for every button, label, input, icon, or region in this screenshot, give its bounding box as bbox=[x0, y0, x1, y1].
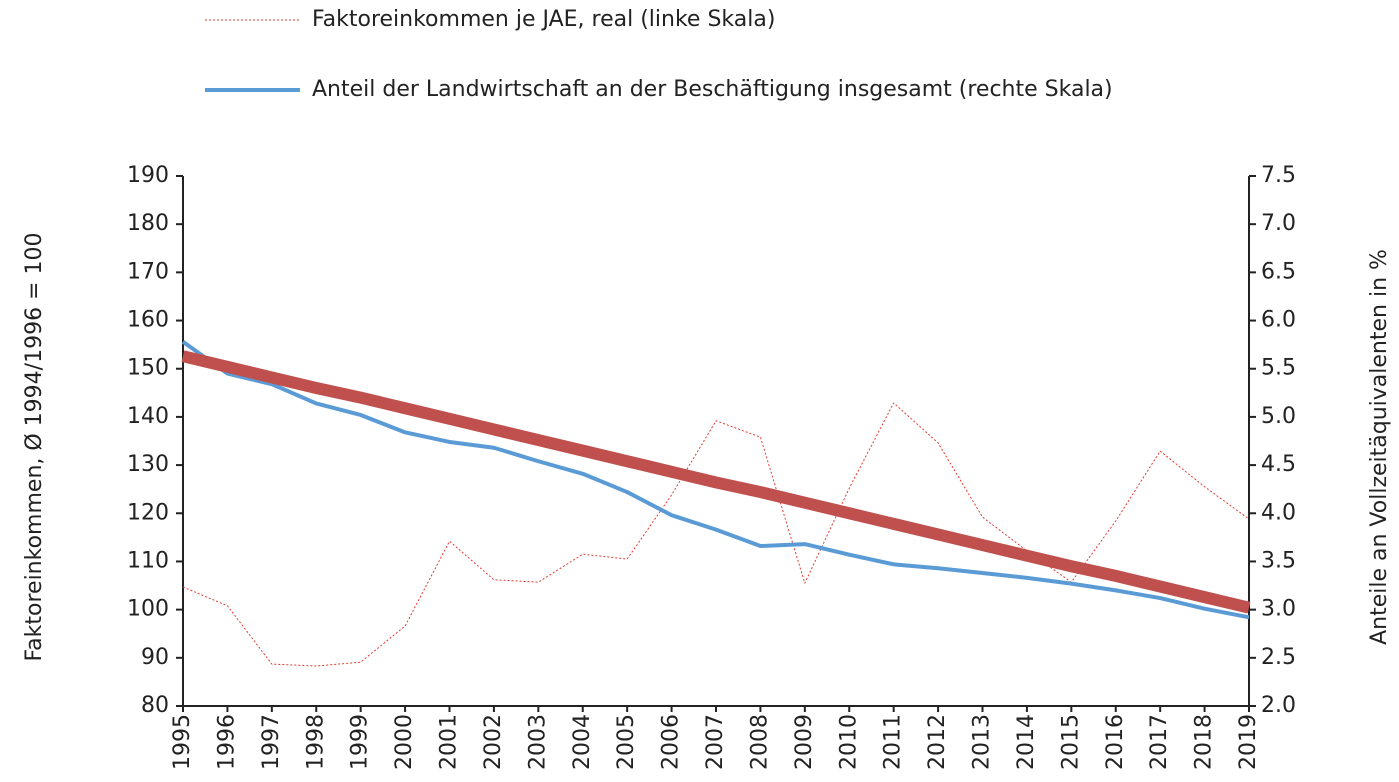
y2-tick-label: 2.5 bbox=[1261, 645, 1296, 670]
y2-tick-label: 3.0 bbox=[1261, 597, 1296, 622]
x-tick-label: 2018 bbox=[1192, 714, 1217, 770]
y-tick-label: 100 bbox=[127, 597, 169, 622]
y2-tick-label: 4.5 bbox=[1261, 452, 1296, 477]
y-tick-label: 80 bbox=[141, 693, 169, 718]
x-tick-label: 2013 bbox=[970, 714, 995, 770]
x-tick-label: 1996 bbox=[214, 714, 239, 770]
y-axis-label: Faktoreinkommen, Ø 1994/1996 = 100 bbox=[22, 233, 47, 662]
x-tick-label: 2008 bbox=[747, 714, 772, 770]
x-tick-label: 2000 bbox=[392, 714, 417, 770]
x-tick-label: 2002 bbox=[481, 714, 506, 770]
x-tick-label: 2017 bbox=[1147, 714, 1172, 770]
x-tick-label: 2007 bbox=[703, 714, 728, 770]
y2-tick-label: 7.0 bbox=[1261, 211, 1296, 236]
x-tick-label: 2010 bbox=[836, 714, 861, 770]
x-tick-label: 2015 bbox=[1058, 714, 1083, 770]
x-tick-label: 2012 bbox=[925, 714, 950, 770]
x-tick-label: 1995 bbox=[170, 714, 195, 770]
y2-axis-label: Anteile an Vollzeitäquivalenten in % bbox=[1367, 249, 1392, 645]
y2-tick-label: 6.0 bbox=[1261, 308, 1296, 333]
y-tick-label: 160 bbox=[127, 308, 169, 333]
y2-tick-label: 6.5 bbox=[1261, 259, 1296, 284]
y2-tick-label: 4.0 bbox=[1261, 500, 1296, 525]
y-tick-label: 90 bbox=[141, 645, 169, 670]
y2-tick-label: 3.5 bbox=[1261, 548, 1296, 573]
y-tick-label: 130 bbox=[127, 452, 169, 477]
x-tick-label: 1997 bbox=[259, 714, 284, 770]
x-tick-label: 1999 bbox=[348, 714, 373, 770]
y-tick-label: 190 bbox=[127, 163, 169, 188]
y-tick-label: 150 bbox=[127, 356, 169, 381]
x-tick-label: 2016 bbox=[1103, 714, 1128, 770]
x-tick-label: 2003 bbox=[525, 714, 550, 770]
x-tick-label: 2011 bbox=[881, 714, 906, 770]
x-tick-label: 2005 bbox=[614, 714, 639, 770]
series-line bbox=[181, 350, 1251, 614]
y-tick-label: 170 bbox=[127, 259, 169, 284]
x-tick-label: 2009 bbox=[792, 714, 817, 770]
x-tick-label: 2006 bbox=[659, 714, 684, 770]
x-tick-label: 2019 bbox=[1236, 714, 1261, 770]
series-line bbox=[181, 340, 1250, 620]
legend-label: Anteil der Landwirtschaft an der Beschäf… bbox=[312, 77, 1113, 102]
y2-tick-label: 2.0 bbox=[1261, 693, 1296, 718]
x-tick-label: 2004 bbox=[570, 714, 595, 770]
legend-label: Faktoreinkommen je JAE, real (linke Skal… bbox=[312, 7, 775, 32]
series-line bbox=[182, 402, 1250, 667]
x-tick-label: 2014 bbox=[1014, 714, 1039, 770]
y-tick-label: 120 bbox=[127, 500, 169, 525]
x-tick-label: 1998 bbox=[303, 714, 328, 770]
y-tick-label: 140 bbox=[127, 404, 169, 429]
y2-tick-label: 7.5 bbox=[1261, 163, 1296, 188]
y-tick-label: 110 bbox=[127, 548, 169, 573]
y2-tick-label: 5.5 bbox=[1261, 356, 1296, 381]
y-tick-label: 180 bbox=[127, 211, 169, 236]
y2-tick-label: 5.0 bbox=[1261, 404, 1296, 429]
x-tick-label: 2001 bbox=[437, 714, 462, 770]
